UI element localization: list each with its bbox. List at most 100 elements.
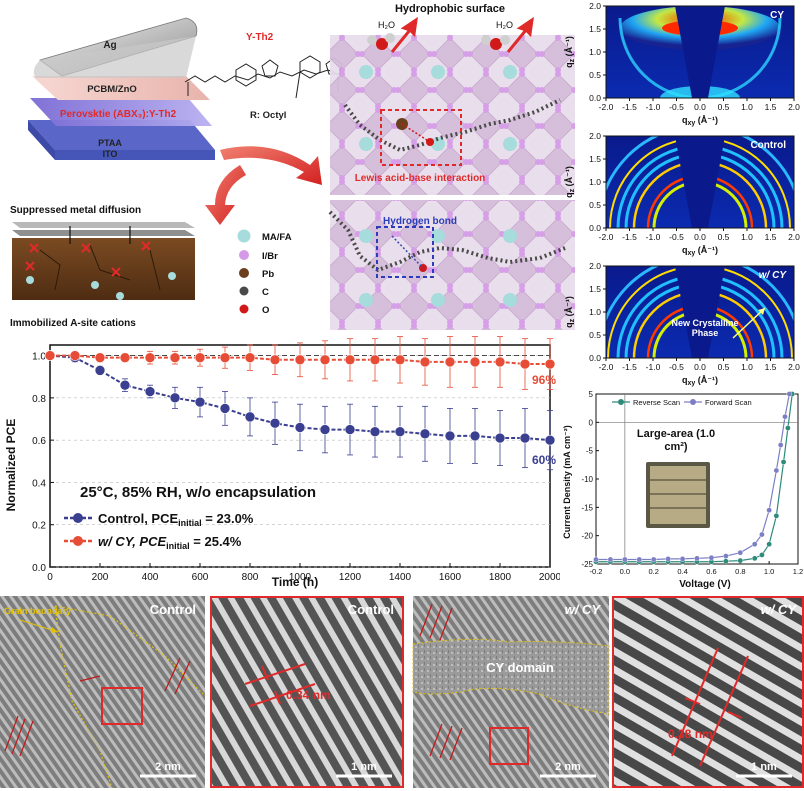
giwaxs-ytick-label: 1.0: [589, 307, 601, 317]
stability-point: [444, 430, 456, 442]
lewis-box: [380, 109, 462, 166]
jv-point: [751, 555, 758, 562]
jv-legend: Reverse Scan Forward Scan: [612, 398, 752, 407]
giwaxs-label-control: Control: [750, 140, 786, 151]
giwaxs-panel-wcy: w/ CY New Crystalline Phase: [606, 266, 794, 358]
giwaxs-xtick-label: 0.0: [694, 232, 706, 242]
lattice-cations-top: [359, 65, 517, 151]
stability-point: [344, 354, 356, 366]
suppressed-label: Suppressed metal diffusion: [10, 205, 141, 216]
tem-scalebar-1: 2 nm: [155, 761, 181, 773]
stability-xtick-label: 600: [192, 572, 209, 583]
jv-ytick-label: -15: [581, 503, 593, 512]
jv-point: [665, 556, 671, 562]
lattice-bottom: [330, 200, 575, 330]
giwaxs-ytick-label: 0.0: [589, 93, 601, 103]
giwaxs-xtick-label: -1.5: [622, 102, 637, 112]
jv-point: [773, 467, 780, 474]
jv-point: [766, 507, 772, 513]
giwaxs-ytick-label: 1.5: [589, 154, 601, 164]
stability-point: [319, 424, 331, 435]
jv-ytick-label: -20: [581, 532, 593, 541]
stability-xtick-label: 200: [92, 572, 109, 583]
jv-point: [622, 556, 628, 563]
stability-xtick-label: 0: [47, 572, 53, 583]
stability-legend: Control, PCEinitial = 23.0% w/ CY, PCEin…: [64, 511, 254, 551]
stability-point: [494, 356, 506, 368]
stability-point: [94, 365, 106, 376]
molecule-name: Y-Th2: [246, 32, 274, 43]
giwaxs-xtick-label: 2.0: [788, 232, 800, 242]
jv-point: [607, 556, 614, 563]
stability-point: [519, 358, 531, 370]
layer-perovskite: Perovsktie (ABX₃):Y-Th2: [60, 109, 177, 120]
giwaxs-xtick-label: -1.5: [622, 232, 637, 242]
jv-ytick-label: -10: [581, 475, 593, 484]
stability-xtick-label: 2000: [539, 572, 560, 583]
stability-point: [544, 358, 556, 370]
large-area-device-photo: [646, 462, 710, 528]
tem-label-4: w/ CY: [761, 602, 798, 617]
lewis-label: Lewis acid-base interaction: [355, 173, 486, 184]
tem-d-spacing-wcy: 0.38 nm: [668, 727, 713, 741]
tem-panels: Control Grain boundary 2 nm Control 0.34…: [0, 596, 804, 789]
giwaxs-xlabel: qxy (Å⁻¹): [682, 115, 718, 127]
tem-panel-control-low: Control Grain boundary 2 nm: [0, 596, 206, 789]
legend-control: Control, PCEinitial = 23.0%: [64, 511, 254, 528]
y-th2-molecule: [184, 55, 343, 99]
stability-point: [119, 352, 131, 363]
jv-point: [694, 555, 700, 562]
giwaxs-xtick-label: -1.0: [646, 102, 661, 112]
jv-point: [766, 541, 772, 547]
giwaxs-ytick-label: 1.5: [589, 24, 601, 34]
layer-ag: Ag: [103, 40, 116, 51]
jv-point: [737, 549, 744, 556]
giwaxs-xtick-label: -0.5: [669, 102, 684, 112]
svg-text:O: O: [262, 305, 269, 316]
legend-item-o: O: [239, 304, 269, 316]
stability-point: [294, 354, 306, 366]
tem-scalebar-4: 1 nm: [751, 761, 777, 773]
jv-point: [759, 552, 765, 558]
tem-label-1: Control: [150, 602, 196, 617]
tem-d-spacing-control: 0.34 nm: [286, 688, 331, 702]
hbond-label: Hydrogen bond: [383, 216, 457, 227]
giwaxs-xtick-label: 0.0: [694, 362, 706, 372]
stability-xtick-label: 1400: [389, 572, 412, 583]
giwaxs-xtick-label: 0.0: [694, 102, 706, 112]
jv-point: [723, 558, 729, 564]
giwaxs-xtick-label: -2.0: [599, 102, 614, 112]
stability-ytick-label: 0.8: [32, 394, 46, 405]
jv-point: [777, 442, 784, 448]
tem-panel-wcy-low: w/ CY CY domain 2 nm: [412, 596, 610, 788]
curved-arrow-left: [205, 165, 246, 225]
lattice-cations-bottom: [359, 229, 517, 307]
jv-xlabel: Voltage (V): [679, 579, 730, 590]
giwaxs-ylabel: qz (Å⁻¹): [564, 166, 576, 198]
giwaxs-xlabel: qxy (Å⁻¹): [682, 245, 718, 257]
stability-xtick-label: 800: [242, 572, 259, 583]
giwaxs-xtick-label: 2.0: [788, 362, 800, 372]
stability-point: [419, 356, 431, 368]
giwaxs-panel-cy: CY: [606, 6, 794, 98]
mechanism-schematic: Ag PCBM/ZnO Perovsktie (ABX₃):Y-Th2 PTAA…: [10, 3, 575, 330]
giwaxs-xtick-label: 1.0: [741, 362, 753, 372]
giwaxs-ytick-label: 0.0: [589, 223, 601, 233]
giwaxs-xtick-label: 0.5: [718, 232, 730, 242]
jv-point: [780, 459, 787, 465]
stability-point: [269, 417, 281, 429]
stability-point: [169, 352, 181, 363]
jv-point: [737, 557, 744, 564]
curved-arrow-right: [220, 146, 322, 185]
jv-point: [785, 425, 791, 431]
jv-xtick-label: 0.4: [677, 567, 687, 576]
giwaxs-xlabel: qxy (Å⁻¹): [682, 375, 718, 387]
giwaxs-ytick-label: 0.5: [589, 330, 601, 340]
jv-ytick-label: 5: [589, 390, 594, 399]
giwaxs-xtick-label: 1.5: [765, 232, 777, 242]
giwaxs-label-cy: CY: [770, 10, 784, 21]
jv-ytick-label: -5: [586, 447, 594, 456]
giwaxs-ylabel: qz (Å⁻¹): [564, 296, 576, 328]
stability-condition: 25°C, 85% RH, w/o encapsulation: [80, 484, 316, 501]
jv-ylabel: Current Density (mA cm⁻²): [562, 425, 572, 538]
